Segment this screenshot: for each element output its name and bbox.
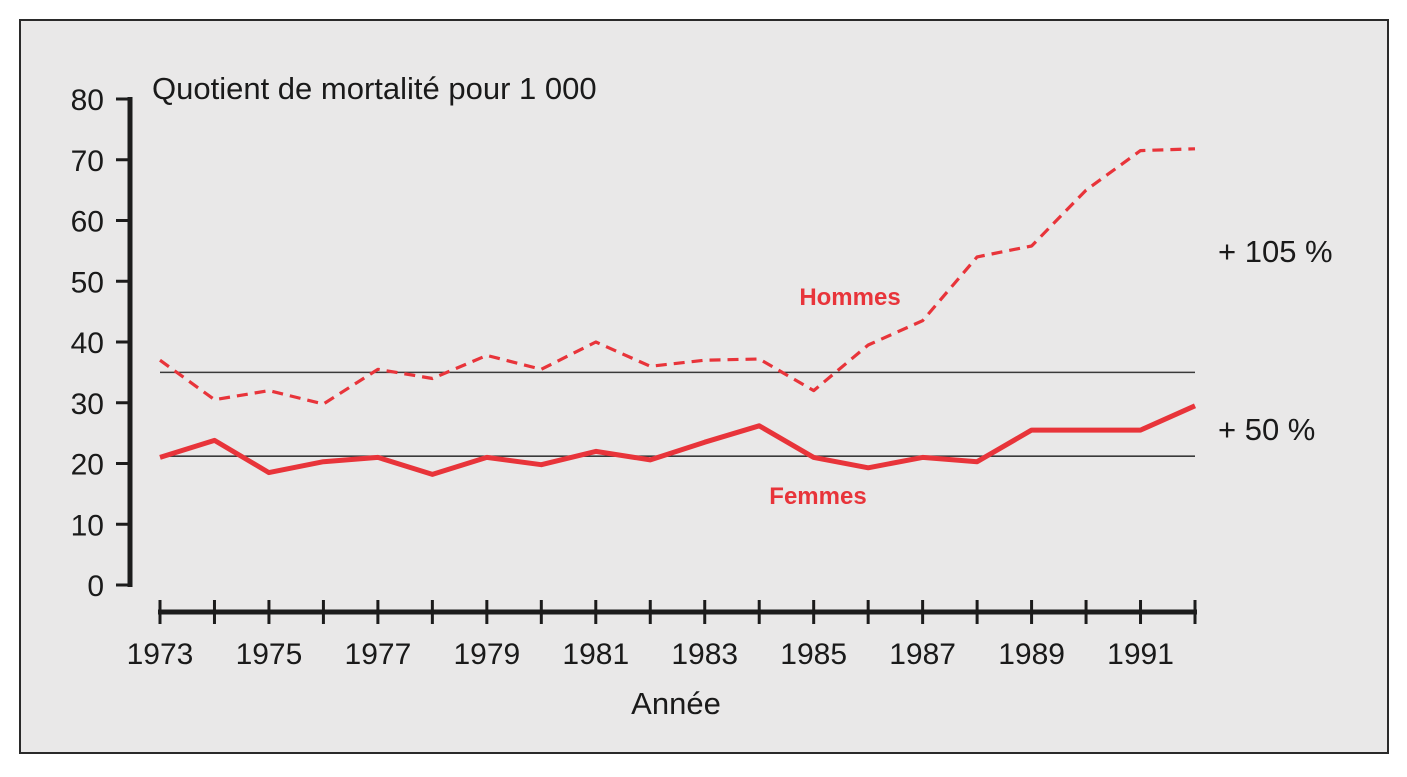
reference-lines xyxy=(160,371,1195,458)
x-tick-label: 1983 xyxy=(671,638,738,671)
chart-title: Quotient de mortalité pour 1 000 xyxy=(152,71,597,106)
y-tick-label: 0 xyxy=(87,570,104,603)
x-tick-label: 1985 xyxy=(780,638,847,671)
x-tick-label: 1979 xyxy=(453,638,520,671)
x-tick-label: 1981 xyxy=(562,638,629,671)
chart-background xyxy=(19,19,1389,754)
series-label-femmes: Femmes xyxy=(769,483,866,510)
x-axis-label: Année xyxy=(631,686,721,721)
x-tick-label: 1987 xyxy=(889,638,956,671)
x-axis: 1973 1975 1977 1979 1981 1983 1985 1987 1989 1991 xyxy=(127,600,1197,671)
x-tick-label: 1991 xyxy=(1107,638,1174,671)
y-tick-label: 70 xyxy=(71,145,104,178)
x-tick-label: 1975 xyxy=(236,638,303,671)
y-tick-label: 50 xyxy=(71,266,104,299)
y-tick-label: 80 xyxy=(71,84,104,117)
y-tick-label: 60 xyxy=(71,206,104,239)
series-line-femmes xyxy=(159,403,1197,477)
x-tick-label: 1973 xyxy=(127,638,194,671)
y-tick-label: 40 xyxy=(71,327,104,360)
femmes-change-annotation: + 50 % xyxy=(1218,412,1315,447)
x-tick-label: 1977 xyxy=(345,638,412,671)
hommes-change-annotation: + 105 % xyxy=(1218,234,1333,269)
series-layer xyxy=(159,147,1197,477)
y-axis: 0 10 20 30 40 50 60 70 80 xyxy=(71,84,133,603)
y-tick-label: 30 xyxy=(71,388,104,421)
series-line-hommes xyxy=(159,147,1196,406)
y-tick-label: 20 xyxy=(71,449,104,482)
series-label-hommes: Hommes xyxy=(799,284,900,311)
x-tick-label: 1989 xyxy=(998,638,1065,671)
y-tick-label: 10 xyxy=(71,509,104,542)
